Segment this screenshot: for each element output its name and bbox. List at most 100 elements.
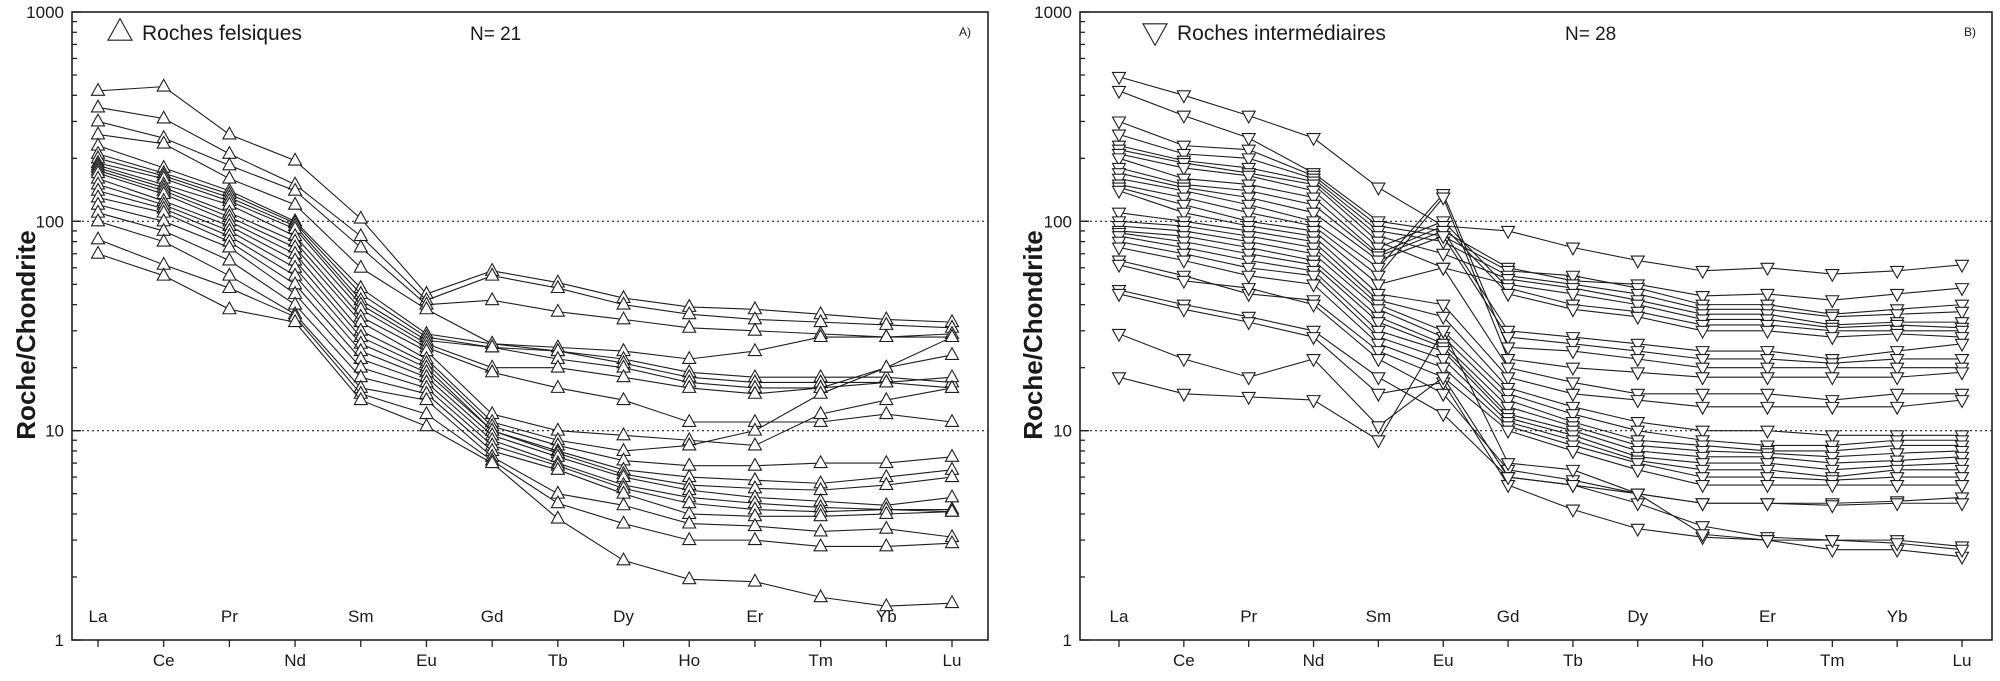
data-point-er xyxy=(1760,401,1775,416)
x-label-ho: Ho xyxy=(678,651,700,670)
data-point-dy xyxy=(616,426,631,441)
data-point-tm xyxy=(1824,464,1840,479)
data-point-eu xyxy=(1435,372,1451,386)
data-point-gd xyxy=(484,363,500,378)
series-line xyxy=(97,164,953,423)
data-point-ce xyxy=(1176,199,1192,214)
data-point-sm xyxy=(1370,388,1386,403)
data-point-ce xyxy=(1176,110,1192,124)
data-point-tm xyxy=(813,413,829,427)
data-point-tb xyxy=(1565,464,1581,479)
data-point-yb xyxy=(878,520,894,534)
data-point-sm xyxy=(1370,338,1386,353)
data-point-pr xyxy=(1241,270,1257,285)
series-line xyxy=(1118,172,1962,364)
data-point-gd xyxy=(1500,401,1516,416)
data-point-tb xyxy=(1565,288,1581,303)
data-point-tb xyxy=(550,359,566,373)
data-point-yb xyxy=(1889,372,1905,386)
data-point-nd xyxy=(1306,299,1321,314)
series-line xyxy=(97,120,953,338)
x-label-sm: Sm xyxy=(348,607,374,626)
x-label-er: Er xyxy=(746,607,763,626)
data-point-la xyxy=(1111,288,1127,303)
data-point-gd xyxy=(1500,353,1516,368)
data-point-er xyxy=(747,531,763,546)
data-point-er xyxy=(747,422,763,436)
data-point-pr xyxy=(221,170,237,184)
series-f10 xyxy=(90,159,960,451)
data-point-lu xyxy=(1954,299,1970,314)
x-label-pr: Pr xyxy=(221,607,238,626)
data-point-sm xyxy=(353,210,369,224)
series-i15 xyxy=(1111,207,1970,444)
data-point-yb xyxy=(878,538,894,552)
series-f2 xyxy=(90,99,960,333)
data-point-yb xyxy=(1889,538,1905,552)
data-point-yb xyxy=(1889,362,1905,377)
data-point-ho xyxy=(1695,498,1711,512)
x-label-tb: Tb xyxy=(1563,651,1583,670)
data-point-yb xyxy=(1889,265,1905,280)
data-point-lu xyxy=(1954,259,1970,274)
data-point-tm xyxy=(1824,372,1840,386)
series-f6 xyxy=(90,145,960,393)
data-point-pr xyxy=(221,126,237,140)
data-point-la xyxy=(90,113,106,127)
data-point-lu xyxy=(1954,464,1970,479)
series-line xyxy=(97,157,953,389)
data-point-sm xyxy=(1370,270,1386,285)
data-point-dy xyxy=(1630,311,1646,326)
x-label-ce: Ce xyxy=(1173,651,1195,670)
series-line xyxy=(97,238,953,547)
data-point-pr xyxy=(221,267,237,281)
data-point-eu xyxy=(1435,409,1451,423)
data-point-er xyxy=(1760,472,1775,486)
data-point-pr xyxy=(221,300,237,315)
data-point-er xyxy=(747,342,763,357)
x-label-eu: Eu xyxy=(416,651,437,670)
series-line xyxy=(97,167,953,447)
series-i22 xyxy=(1111,242,1970,489)
data-point-dy xyxy=(1630,464,1646,479)
data-point-gd xyxy=(1500,395,1516,409)
data-point-pr xyxy=(1241,170,1257,185)
data-point-gd xyxy=(1500,372,1516,386)
plot-frame xyxy=(1079,11,1993,641)
data-point-tb xyxy=(550,461,566,475)
data-point-lu xyxy=(1954,458,1970,472)
data-point-ho xyxy=(681,515,697,529)
data-point-yb xyxy=(878,359,894,373)
data-point-pr xyxy=(1241,199,1257,214)
data-point-pr xyxy=(1241,262,1257,277)
data-point-la xyxy=(90,99,106,113)
triangle-down-icon xyxy=(1142,23,1168,47)
series-line xyxy=(1118,241,1962,478)
data-point-la xyxy=(1111,129,1127,143)
y-axis-title: Roche/Chondrite xyxy=(11,230,41,439)
series-line xyxy=(1118,157,1963,338)
data-point-nd xyxy=(1306,270,1321,285)
data-point-ho xyxy=(1695,521,1711,535)
data-point-dy xyxy=(616,311,631,325)
series-f11 xyxy=(90,162,960,456)
data-point-la xyxy=(90,245,106,259)
y-tick-label: 100 xyxy=(1044,212,1072,231)
data-point-yb xyxy=(878,391,894,406)
x-label-tm: Tm xyxy=(808,651,833,670)
data-point-pr xyxy=(1241,248,1257,263)
series-line xyxy=(1118,329,1962,506)
data-point-tm xyxy=(1824,362,1840,377)
data-point-dy xyxy=(616,552,631,566)
x-label-la: La xyxy=(89,607,108,626)
data-point-tm xyxy=(813,405,829,420)
data-point-pr xyxy=(1241,317,1257,331)
data-point-yb xyxy=(878,374,894,388)
data-point-ce xyxy=(1176,207,1192,222)
series-i10 xyxy=(1111,168,1970,372)
data-point-tb xyxy=(550,303,566,317)
data-point-dy xyxy=(616,296,631,310)
data-point-nd xyxy=(1306,192,1321,206)
data-point-yb xyxy=(1889,480,1905,494)
data-point-tb xyxy=(1565,504,1581,518)
